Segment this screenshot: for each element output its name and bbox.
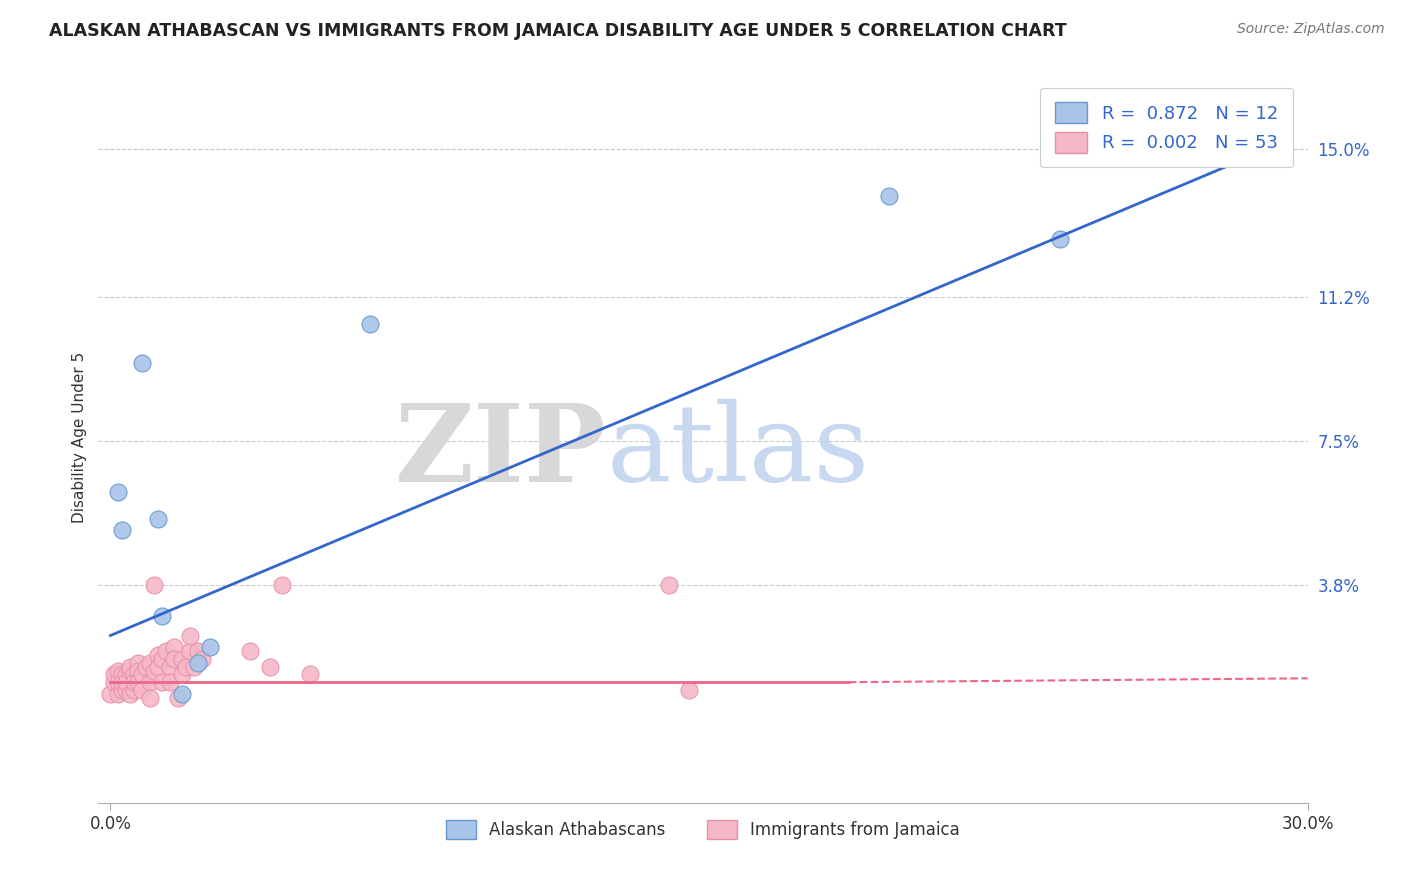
- Point: [298, 667, 321, 681]
- Point: [124, 675, 146, 690]
- Point: [163, 640, 186, 655]
- Point: [107, 675, 129, 690]
- Text: ZIP: ZIP: [395, 399, 606, 505]
- Point: [179, 644, 201, 658]
- Y-axis label: Disability Age Under 5: Disability Age Under 5: [72, 351, 87, 523]
- Point: [187, 644, 209, 658]
- Point: [159, 675, 181, 690]
- Point: [100, 687, 122, 701]
- Point: [107, 484, 129, 499]
- Point: [107, 687, 129, 701]
- Text: Source: ZipAtlas.com: Source: ZipAtlas.com: [1237, 22, 1385, 37]
- Point: [115, 667, 138, 681]
- Point: [167, 690, 190, 705]
- Point: [259, 659, 281, 673]
- Point: [127, 664, 149, 678]
- Point: [111, 683, 134, 698]
- Point: [658, 578, 681, 592]
- Point: [198, 640, 221, 655]
- Point: [148, 512, 170, 526]
- Point: [103, 667, 125, 681]
- Point: [139, 675, 162, 690]
- Point: [179, 628, 201, 642]
- Point: [239, 644, 262, 658]
- Point: [148, 648, 170, 662]
- Text: ALASKAN ATHABASCAN VS IMMIGRANTS FROM JAMAICA DISABILITY AGE UNDER 5 CORRELATION: ALASKAN ATHABASCAN VS IMMIGRANTS FROM JA…: [49, 22, 1067, 40]
- Text: atlas: atlas: [606, 399, 869, 504]
- Point: [131, 356, 153, 370]
- Point: [124, 683, 146, 698]
- Point: [127, 675, 149, 690]
- Point: [159, 659, 181, 673]
- Point: [120, 687, 142, 701]
- Point: [148, 659, 170, 673]
- Point: [172, 667, 194, 681]
- Point: [174, 659, 197, 673]
- Point: [143, 664, 166, 678]
- Point: [877, 189, 900, 203]
- Legend: Alaskan Athabascans, Immigrants from Jamaica: Alaskan Athabascans, Immigrants from Jam…: [439, 814, 967, 846]
- Point: [115, 683, 138, 698]
- Point: [191, 652, 214, 666]
- Point: [120, 664, 142, 678]
- Point: [103, 675, 125, 690]
- Point: [111, 667, 134, 681]
- Point: [127, 656, 149, 670]
- Point: [115, 675, 138, 690]
- Point: [271, 578, 294, 592]
- Point: [150, 652, 173, 666]
- Point: [187, 656, 209, 670]
- Point: [124, 667, 146, 681]
- Point: [183, 659, 205, 673]
- Point: [131, 667, 153, 681]
- Point: [131, 683, 153, 698]
- Point: [139, 656, 162, 670]
- Point: [678, 683, 700, 698]
- Point: [1236, 142, 1258, 156]
- Point: [150, 609, 173, 624]
- Point: [120, 659, 142, 673]
- Point: [150, 675, 173, 690]
- Point: [135, 659, 157, 673]
- Point: [172, 687, 194, 701]
- Point: [107, 664, 129, 678]
- Point: [111, 675, 134, 690]
- Point: [143, 578, 166, 592]
- Point: [155, 644, 177, 658]
- Point: [172, 652, 194, 666]
- Point: [1049, 232, 1071, 246]
- Point: [111, 524, 134, 538]
- Point: [163, 652, 186, 666]
- Point: [359, 318, 381, 332]
- Point: [139, 690, 162, 705]
